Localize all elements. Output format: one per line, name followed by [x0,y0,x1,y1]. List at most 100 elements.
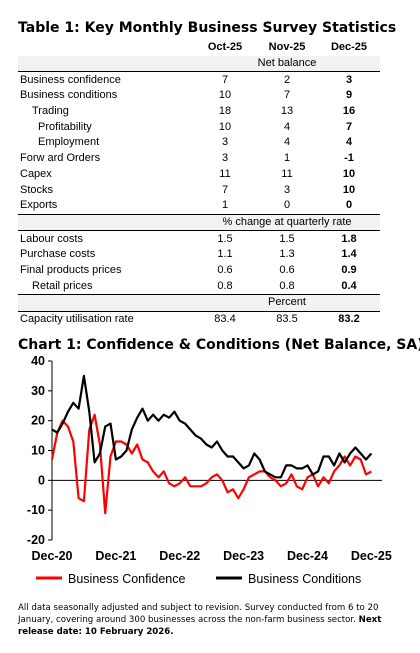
chart-title: Chart 1: Confidence & Conditions (Net Ba… [18,337,420,353]
section-header-row: % change at quarterly rate [18,213,380,231]
row-value: 3 [283,183,291,196]
table-row: Capex 11 11 10 [18,167,380,183]
row-label: Final products prices [20,263,122,276]
footnote: All data seasonally adjusted and subject… [18,602,402,638]
row-value: 2 [256,71,318,89]
row-value: 11 [281,167,293,180]
row-label: Retail prices [32,279,93,292]
row-value: 0 [345,199,353,212]
row-value: 0.6 [217,263,233,276]
table-row: Stocks 7 3 10 [18,182,380,198]
row-value: 10 [342,167,356,180]
row-value: 1.3 [279,248,295,261]
section-header-row: Net balance [18,55,380,72]
legend-label: Business Conditions [248,572,361,586]
table-row: Purchase costs 1.1 1.3 1.4 [18,247,380,263]
table-row: Trading 18 13 16 [18,104,380,120]
row-value: 83.2 [318,310,380,328]
table-row: Final products prices 0.6 0.6 0.9 [18,263,380,279]
table-row: Business conditions 10 7 9 [18,88,380,104]
table-row: Retail prices 0.8 0.8 0.4 [18,278,380,294]
row-value: 13 [280,105,294,118]
row-value: 7 [194,71,256,89]
y-tick-label: 40 [31,354,45,368]
column-header: Dec-25 [330,41,368,54]
row-label: Purchase costs [20,248,96,261]
legend-label: Business Confidence [68,572,185,586]
blank-header [18,40,194,56]
row-value: 0 [283,199,291,212]
row-value: 83.4 [194,310,256,328]
next-release-date: Next release date: 10 February 2026. [18,615,382,637]
table-row: Exports 1 0 0 [18,198,380,214]
row-label: Capex [20,167,52,180]
row-value: 1.5 [194,230,256,247]
row-label: Employment [38,136,100,149]
row-value: 0.9 [341,263,357,276]
row-label: Exports [20,199,58,212]
table-row: Labour costs 1.5 1.5 1.8 [18,230,380,247]
row-value: -1 [344,152,354,165]
section-header: Percent [194,294,380,312]
section-header-row: Percent [18,294,380,312]
table-row: Forw ard Orders 3 1 -1 [18,151,380,167]
column-header: Nov-25 [268,41,306,54]
table-row: Employment 3 4 4 [18,135,380,151]
business-conditions-line [51,374,373,479]
row-value: 10 [342,183,356,196]
table-title: Table 1: Key Monthly Business Survey Sta… [18,20,397,36]
statistics-table: Oct-25 Nov-25 Dec-25 Net balance Business… [18,40,380,328]
y-tick-label: -20 [27,533,45,547]
row-value: 16 [342,105,356,118]
row-label: Profitability [38,120,92,133]
row-value: 4 [283,136,291,149]
row-value: 1.1 [217,248,233,261]
x-tick-label: Dec-22 [159,549,200,563]
row-label: Stocks [20,183,54,196]
row-value: 1 [221,199,229,212]
table-row: Profitability 10 4 7 [18,119,380,135]
row-value: 0.8 [279,279,295,292]
x-tick-label: Dec-25 [351,549,392,563]
x-tick-label: Dec-24 [287,549,328,563]
row-value: 83.5 [256,310,318,328]
row-value: 7 [345,120,353,133]
row-value: 1.5 [256,230,318,247]
row-value: 10 [218,120,232,133]
y-tick-label: 0 [38,473,45,487]
row-value: 1 [283,152,291,165]
row-value: 11 [219,167,231,180]
row-value: 10 [218,89,232,102]
business-confidence-line [50,413,372,515]
row-value: 9 [345,89,353,102]
x-tick-label: Dec-21 [95,549,136,563]
x-tick-label: Dec-20 [32,549,73,563]
column-header-row: Oct-25 Nov-25 Dec-25 [18,40,380,56]
table-body: Net balance Business confidence 7 2 3 Busines… [18,55,380,328]
row-label: Labour costs [18,230,194,247]
row-value: 4 [345,136,353,149]
row-value: 0.4 [341,279,357,292]
row-value: 1.4 [341,248,357,261]
section-header-blank [18,294,194,312]
section-header: % change at quarterly rate [194,213,380,231]
row-label: Business confidence [18,71,194,89]
section-header-blank [18,55,194,72]
footnote-text: All data seasonally adjusted and subject… [18,603,379,625]
section-header: Net balance [194,55,380,72]
row-value: 7 [283,89,291,102]
row-label: Forw ard Orders [20,152,101,165]
row-value: 1.8 [318,230,380,247]
row-value: 0.8 [217,279,233,292]
row-value: 4 [283,120,291,133]
confidence-conditions-chart: -20 -10 0 10 20 30 40 Dec-20 Dec-21 Dec-22 Dec-23 D… [27,354,392,586]
row-value: 3 [318,71,380,89]
y-tick-label: 10 [31,444,45,458]
y-tick-label: -10 [27,503,45,517]
row-value: 18 [218,105,232,118]
row-label: Capacity utilisation rate [18,310,194,328]
section-header-blank [18,213,194,231]
row-value: 3 [221,152,229,165]
row-value: 0.6 [279,263,295,276]
column-header: Oct-25 [207,41,243,54]
